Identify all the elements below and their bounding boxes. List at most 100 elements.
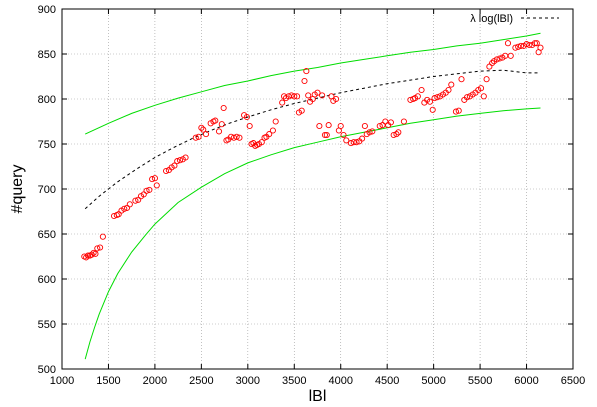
x-tick-label: 2000 xyxy=(143,375,167,387)
data-point xyxy=(303,68,310,75)
x-tick-label: 2500 xyxy=(189,375,213,387)
data-point xyxy=(448,81,455,88)
data-point xyxy=(272,118,279,125)
data-point xyxy=(353,139,360,146)
x-tick-label: 6000 xyxy=(514,375,538,387)
x-tick-label: 1000 xyxy=(50,375,74,387)
data-point xyxy=(340,131,347,139)
data-point xyxy=(314,89,321,96)
data-point xyxy=(366,129,373,136)
y-tick-label: 800 xyxy=(38,94,56,106)
data-point xyxy=(92,250,99,257)
data-point xyxy=(215,128,223,135)
data-point xyxy=(99,233,106,240)
x-tick-label: 4500 xyxy=(375,375,399,387)
data-point xyxy=(504,40,512,47)
data-point xyxy=(151,175,158,182)
x-axis-label: lBl xyxy=(309,388,327,405)
data-point xyxy=(294,93,301,100)
data-point xyxy=(279,99,286,106)
data-point xyxy=(288,92,295,99)
data-point xyxy=(115,211,122,218)
data-point xyxy=(483,76,490,83)
data-point xyxy=(291,93,298,100)
x-tick-label: 4000 xyxy=(328,375,352,387)
data-point xyxy=(153,182,160,189)
x-tick-label: 3000 xyxy=(236,375,260,387)
data-point xyxy=(281,93,288,100)
data-point xyxy=(202,131,210,138)
grid xyxy=(62,9,573,369)
x-tick-label: 3500 xyxy=(282,375,306,387)
data-point xyxy=(343,137,350,144)
data-point xyxy=(325,122,332,129)
data-point xyxy=(298,107,305,114)
data-point xyxy=(347,140,354,147)
data-point xyxy=(246,122,253,130)
data-point xyxy=(376,122,383,130)
data-point xyxy=(132,197,139,204)
series-lines xyxy=(84,32,541,360)
data-point xyxy=(149,176,156,183)
data-point xyxy=(220,104,227,112)
data-point xyxy=(97,244,104,251)
data-point xyxy=(84,252,92,259)
data-point xyxy=(94,245,101,252)
data-point xyxy=(218,121,225,128)
data-point xyxy=(266,131,273,138)
data-point xyxy=(477,85,485,92)
x-tick-label: 1500 xyxy=(96,375,120,387)
data-point xyxy=(400,118,407,125)
y-tick-label: 700 xyxy=(38,184,56,196)
data-point xyxy=(426,98,433,105)
data-point xyxy=(361,122,368,130)
y-tick-label: 900 xyxy=(38,4,56,16)
data-point xyxy=(496,55,503,62)
data-point xyxy=(393,131,400,138)
data-point xyxy=(489,59,496,67)
data-point xyxy=(171,162,178,169)
data-point xyxy=(429,106,436,113)
data-point xyxy=(236,134,243,141)
data-point xyxy=(434,94,441,101)
plot-frame xyxy=(61,8,574,370)
data-point xyxy=(316,122,323,130)
lower-bound-line xyxy=(84,107,541,360)
data-point xyxy=(176,157,184,164)
data-point xyxy=(83,254,90,261)
y-tick-label: 550 xyxy=(38,319,56,331)
data-point xyxy=(359,135,366,142)
upper-bound-line xyxy=(84,32,541,135)
legend-label-fit: λ log(lBl) xyxy=(470,13,513,25)
data-point xyxy=(445,86,452,94)
data-point xyxy=(452,108,459,115)
data-point xyxy=(198,124,205,131)
data-point xyxy=(174,158,181,165)
data-point xyxy=(323,131,330,139)
data-point xyxy=(305,92,312,99)
data-point xyxy=(515,43,522,50)
data-point xyxy=(531,40,538,47)
data-point xyxy=(195,133,202,140)
data-point xyxy=(143,187,150,194)
x-tick-label: 5000 xyxy=(421,375,445,387)
data-point xyxy=(480,93,487,100)
data-point xyxy=(163,167,170,175)
axis-ticks: 1000 1500 2000 2500 3000 3500 4000 4500 5000 5500… xyxy=(38,4,586,387)
data-point xyxy=(350,139,357,146)
data-point xyxy=(526,41,533,49)
data-point xyxy=(493,56,500,63)
data-point xyxy=(387,119,394,126)
data-point xyxy=(533,40,540,47)
data-point xyxy=(512,44,519,51)
data-point xyxy=(464,94,471,101)
data-point xyxy=(319,92,326,99)
data-point xyxy=(126,201,133,208)
y-tick-label: 650 xyxy=(38,229,56,241)
data-point xyxy=(369,128,376,135)
data-point xyxy=(146,186,153,193)
data-point xyxy=(517,42,525,49)
data-point xyxy=(182,154,189,161)
data-point xyxy=(269,127,276,134)
